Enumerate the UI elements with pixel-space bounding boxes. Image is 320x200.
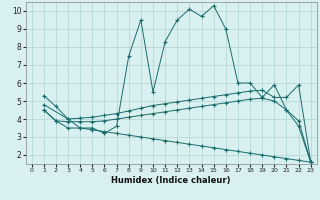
X-axis label: Humidex (Indice chaleur): Humidex (Indice chaleur) — [111, 176, 231, 185]
